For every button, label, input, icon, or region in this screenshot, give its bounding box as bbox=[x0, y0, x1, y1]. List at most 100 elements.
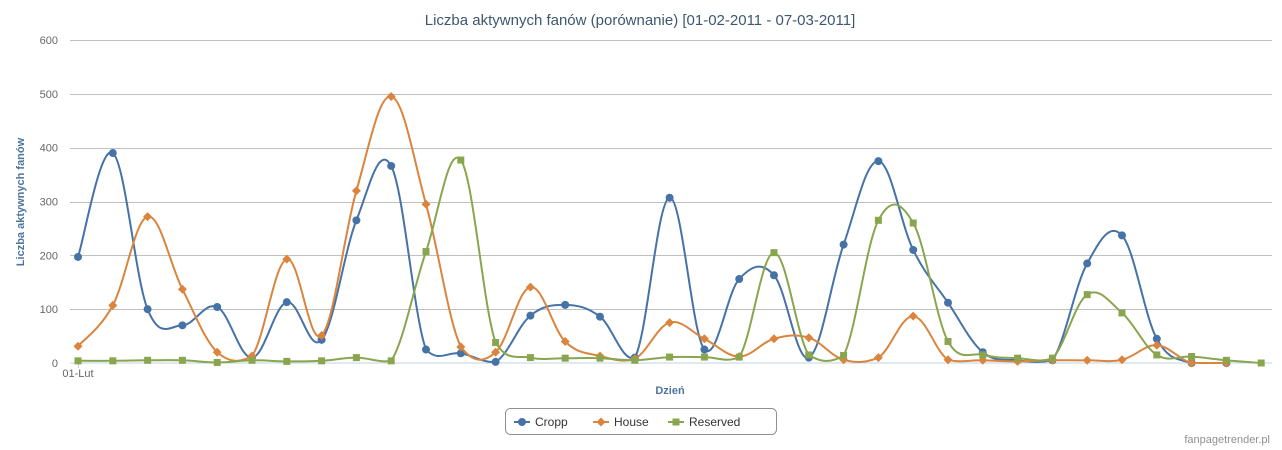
data-point-house[interactable] bbox=[1082, 355, 1092, 365]
data-point-cropp[interactable] bbox=[108, 149, 117, 158]
chart-title: Liczba aktywnych fanów (porównanie) [01-… bbox=[425, 12, 856, 29]
data-point-cropp[interactable] bbox=[456, 349, 465, 358]
legend-item-house[interactable]: House bbox=[593, 415, 649, 429]
data-point-cropp[interactable] bbox=[1152, 334, 1161, 343]
data-point-house[interactable] bbox=[456, 342, 466, 352]
legend-swatch-marker bbox=[672, 418, 680, 426]
data-point-reserved[interactable] bbox=[735, 353, 743, 361]
data-point-reserved[interactable] bbox=[74, 357, 82, 365]
series-reserved bbox=[74, 156, 1265, 367]
data-point-house[interactable] bbox=[665, 318, 675, 328]
data-point-reserved[interactable] bbox=[526, 354, 534, 362]
data-point-house[interactable] bbox=[73, 341, 83, 351]
data-point-house[interactable] bbox=[525, 282, 535, 292]
data-point-reserved[interactable] bbox=[144, 356, 152, 364]
data-point-reserved[interactable] bbox=[840, 351, 848, 359]
data-point-reserved[interactable] bbox=[213, 358, 221, 366]
series-line-house bbox=[77, 95, 1228, 365]
data-point-cropp[interactable] bbox=[839, 240, 848, 249]
data-point-cropp[interactable] bbox=[1118, 231, 1126, 240]
data-point-reserved[interactable] bbox=[874, 216, 882, 224]
data-point-house[interactable] bbox=[317, 331, 327, 341]
data-point-house[interactable] bbox=[108, 300, 118, 310]
data-point-house[interactable] bbox=[177, 284, 187, 294]
data-point-house[interactable] bbox=[1152, 340, 1162, 350]
data-point-cropp[interactable] bbox=[665, 193, 674, 202]
data-point-reserved[interactable] bbox=[596, 354, 604, 362]
data-point-reserved[interactable] bbox=[178, 356, 186, 364]
data-point-reserved[interactable] bbox=[387, 357, 395, 365]
data-point-cropp[interactable] bbox=[735, 275, 744, 284]
data-point-cropp[interactable] bbox=[526, 311, 535, 320]
data-point-reserved[interactable] bbox=[248, 356, 256, 364]
legend-box bbox=[505, 408, 777, 435]
data-point-cropp[interactable] bbox=[944, 298, 952, 307]
data-point-reserved[interactable] bbox=[1118, 309, 1126, 317]
data-point-house[interactable] bbox=[421, 199, 431, 209]
data-point-reserved[interactable] bbox=[666, 353, 674, 361]
data-point-house[interactable] bbox=[804, 333, 814, 343]
data-point-cropp[interactable] bbox=[422, 345, 430, 354]
data-point-cropp[interactable] bbox=[1083, 259, 1092, 268]
data-point-house[interactable] bbox=[873, 353, 883, 363]
data-point-house[interactable] bbox=[491, 347, 501, 357]
y-tick-label: 100 bbox=[40, 304, 58, 316]
data-point-reserved[interactable] bbox=[1257, 359, 1265, 367]
data-point-house[interactable] bbox=[351, 186, 361, 196]
data-point-reserved[interactable] bbox=[1014, 354, 1022, 362]
data-point-reserved[interactable] bbox=[318, 357, 326, 365]
data-point-cropp[interactable] bbox=[213, 303, 222, 312]
data-point-reserved[interactable] bbox=[561, 354, 569, 362]
data-point-house[interactable] bbox=[908, 311, 918, 321]
data-point-house[interactable] bbox=[1117, 355, 1127, 365]
data-point-house[interactable] bbox=[769, 334, 779, 344]
data-point-cropp[interactable] bbox=[874, 157, 883, 166]
data-point-reserved[interactable] bbox=[770, 249, 778, 257]
data-point-reserved[interactable] bbox=[422, 248, 430, 256]
data-point-reserved[interactable] bbox=[944, 337, 952, 345]
x-axis-title: Dzień bbox=[655, 385, 685, 397]
y-axis-title: Liczba aktywnych fanów bbox=[15, 137, 27, 266]
data-point-reserved[interactable] bbox=[1083, 291, 1091, 299]
data-point-reserved[interactable] bbox=[1153, 351, 1161, 359]
y-tick-label: 500 bbox=[40, 89, 58, 101]
data-point-reserved[interactable] bbox=[283, 357, 291, 365]
data-point-house[interactable] bbox=[943, 355, 953, 365]
legend-label: Reserved bbox=[689, 415, 740, 429]
data-point-cropp[interactable] bbox=[491, 357, 500, 366]
data-point-reserved[interactable] bbox=[979, 351, 987, 359]
data-point-reserved[interactable] bbox=[352, 354, 360, 362]
data-point-cropp[interactable] bbox=[178, 321, 187, 330]
data-point-reserved[interactable] bbox=[1188, 353, 1196, 361]
legend-item-cropp[interactable]: Cropp bbox=[514, 415, 568, 429]
data-point-house[interactable] bbox=[560, 336, 570, 346]
data-point-reserved[interactable] bbox=[109, 357, 117, 365]
data-point-cropp[interactable] bbox=[282, 298, 291, 307]
data-point-cropp[interactable] bbox=[909, 245, 918, 254]
data-point-cropp[interactable] bbox=[352, 216, 361, 225]
data-point-house[interactable] bbox=[699, 334, 709, 344]
data-point-cropp[interactable] bbox=[74, 252, 82, 261]
data-point-cropp[interactable] bbox=[596, 312, 604, 321]
legend-item-reserved[interactable]: Reserved bbox=[668, 415, 740, 429]
data-point-reserved[interactable] bbox=[631, 356, 639, 364]
data-point-reserved[interactable] bbox=[909, 219, 917, 227]
data-point-house[interactable] bbox=[143, 212, 153, 222]
data-point-house[interactable] bbox=[212, 347, 222, 357]
data-point-cropp[interactable] bbox=[561, 300, 570, 309]
data-point-cropp[interactable] bbox=[770, 271, 778, 280]
data-point-cropp[interactable] bbox=[387, 161, 396, 170]
data-point-reserved[interactable] bbox=[700, 353, 708, 361]
data-point-cropp[interactable] bbox=[700, 345, 709, 354]
data-point-reserved[interactable] bbox=[1048, 354, 1056, 362]
data-point-house[interactable] bbox=[1187, 358, 1197, 368]
data-point-reserved[interactable] bbox=[805, 351, 813, 359]
data-point-reserved[interactable] bbox=[492, 339, 500, 347]
data-point-reserved[interactable] bbox=[1222, 356, 1230, 364]
data-point-house[interactable] bbox=[386, 92, 396, 102]
y-tick-label: 600 bbox=[40, 35, 58, 47]
data-point-house[interactable] bbox=[282, 254, 292, 264]
data-point-cropp[interactable] bbox=[143, 305, 152, 314]
credit-text: fanpagetrender.pl bbox=[1184, 434, 1270, 446]
data-point-reserved[interactable] bbox=[457, 156, 465, 164]
